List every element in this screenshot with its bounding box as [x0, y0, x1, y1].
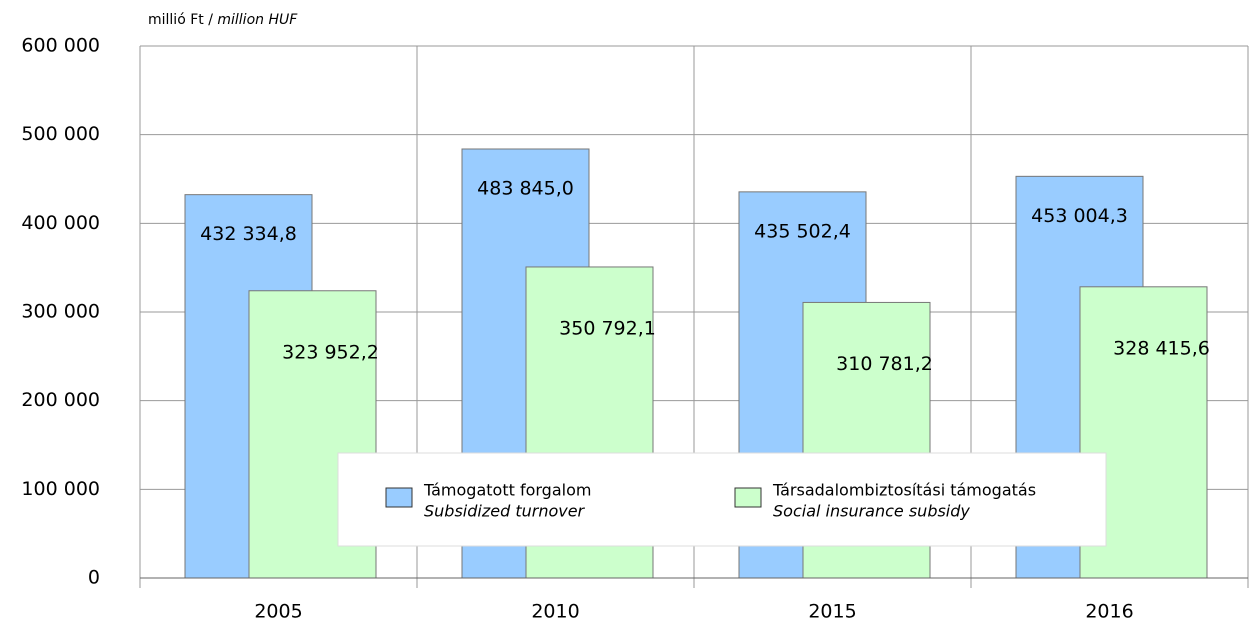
- value-label: 323 952,2: [282, 341, 379, 363]
- legend-label: Támogatott forgalom: [423, 481, 591, 500]
- value-label: 350 792,1: [559, 317, 656, 339]
- value-label: 310 781,2: [836, 353, 933, 375]
- x-tick-label: 2010: [531, 601, 579, 623]
- legend-swatch: [734, 487, 762, 508]
- value-label: 483 845,0: [477, 177, 574, 199]
- y-tick-label: 100 000: [21, 478, 100, 500]
- y-tick-label: 600 000: [21, 35, 100, 57]
- x-tick-label: 2005: [254, 601, 302, 623]
- legend-label: Társadalombiztosítási támogatás: [772, 481, 1036, 500]
- y-tick-label: 300 000: [21, 301, 100, 323]
- unit-hu: millió Ft /: [148, 12, 213, 28]
- legend-label-en: Social insurance subsidy: [773, 502, 970, 521]
- value-label: 432 334,8: [200, 223, 297, 245]
- legend-label-en: Subsidized turnover: [424, 502, 586, 521]
- legend-box: [337, 452, 1107, 547]
- y-tick-label: 400 000: [21, 212, 100, 234]
- y-tick-label: 0: [88, 567, 100, 589]
- legend-swatch: [385, 487, 413, 508]
- y-tick-label: 500 000: [21, 123, 100, 145]
- value-label: 453 004,3: [1031, 205, 1128, 227]
- y-tick-label: 200 000: [21, 389, 100, 411]
- unit-en: million HUF: [217, 12, 298, 28]
- x-tick-label: 2016: [1085, 601, 1133, 623]
- value-label: 328 415,6: [1113, 337, 1210, 359]
- unit-label: millió Ft / million HUF: [148, 12, 298, 28]
- x-tick-label: 2015: [808, 601, 856, 623]
- legend: Támogatott forgalom Subsidized turnover Tá…: [337, 452, 1107, 547]
- value-label: 435 502,4: [754, 220, 851, 242]
